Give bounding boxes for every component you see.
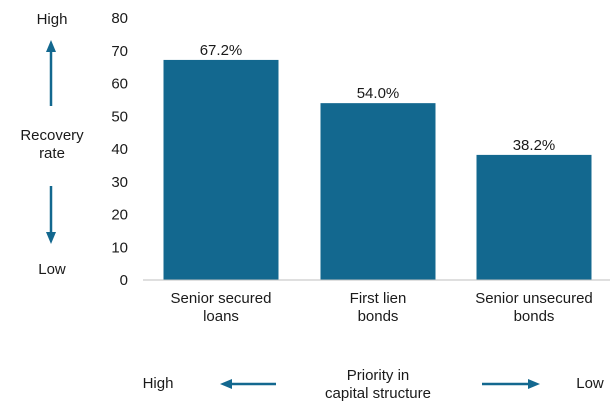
x-axis-label: Priority in capital structure [325,367,431,402]
bar-data-labels: 67.2% 54.0% 38.2% [200,42,556,154]
y-tick-label: 0 [120,272,128,289]
bars [163,59,592,281]
category-label: Senior secured loans [170,290,272,325]
bar [163,59,279,280]
y-tick-label: 30 [111,174,128,191]
y-tick-label: 60 [111,76,128,93]
y-axis-ticks: 0 10 20 30 40 50 60 70 80 [111,10,128,289]
bar [476,154,592,280]
bar [320,103,436,281]
up-arrow-icon [46,40,56,106]
y-axis-label: Recovery rate [20,127,84,162]
y-high-label: High [36,11,68,28]
y-tick-label: 20 [111,207,128,224]
y-tick-label: 70 [111,43,128,60]
left-arrow-icon [220,379,276,389]
right-arrow-icon [482,379,540,389]
y-tick-label: 40 [111,141,128,158]
category-label: First lien bonds [349,290,407,325]
bar-data-label: 54.0% [357,85,400,102]
y-tick-label: 10 [111,239,128,256]
bar-data-label: 67.2% [200,42,243,59]
down-arrow-icon [46,186,56,244]
y-tick-label: 50 [111,108,128,125]
x-low-label: Low [576,375,604,392]
y-tick-label: 80 [111,10,128,27]
category-label: Senior unsecured bonds [475,290,593,325]
x-high-label: High [142,375,174,392]
bar-data-label: 38.2% [513,137,556,154]
y-low-label: Low [38,261,66,278]
